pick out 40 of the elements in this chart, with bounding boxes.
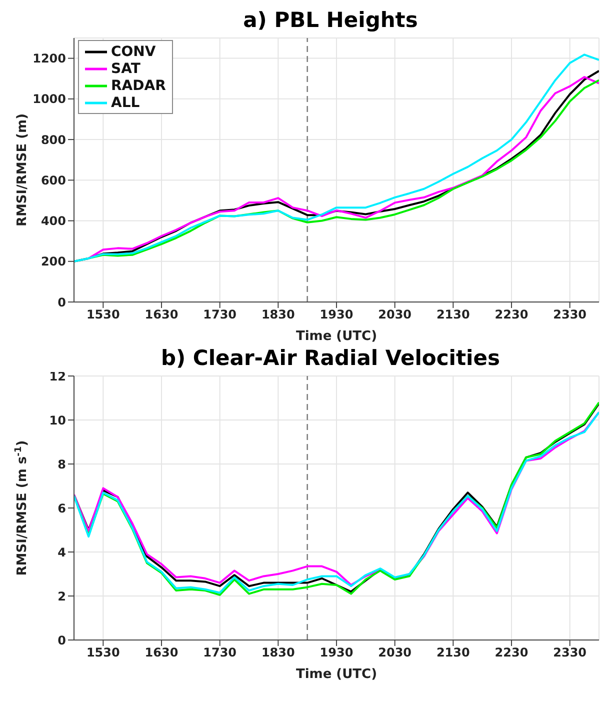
x-tick-label: 1530 <box>86 646 120 660</box>
y-tick-label: 2 <box>58 589 66 604</box>
x-tick-label: 2330 <box>553 646 587 660</box>
x-tick-label: 2230 <box>494 646 528 660</box>
chart-title: a) PBL Heights <box>242 8 419 34</box>
y-tick-label: 800 <box>40 132 66 147</box>
y-tick-label: 0 <box>58 295 66 310</box>
legend-label: ALL <box>111 94 140 110</box>
y-tick-label: 6 <box>58 501 66 516</box>
x-tick-label: 1630 <box>144 308 178 322</box>
y-axis-title: RMSI/RMSE (m) <box>15 113 30 227</box>
x-tick-label: 2230 <box>494 308 528 322</box>
x-tick-label: 1830 <box>261 646 295 660</box>
y-tick-label: 400 <box>40 214 66 228</box>
x-tick-label: 1930 <box>320 646 354 660</box>
y-tick-label: 10 <box>49 413 66 428</box>
y-tick-label: 8 <box>58 457 66 472</box>
legend-label: SAT <box>111 60 140 76</box>
x-tick-label: 1630 <box>144 646 178 660</box>
chart-title: b) Clear-Air Radial Velocities <box>160 346 500 370</box>
x-axis-title: Time (UTC) <box>296 329 378 344</box>
x-axis-title: Time (UTC) <box>296 667 378 682</box>
x-tick-label: 2030 <box>378 646 412 660</box>
y-tick-label: 0 <box>58 633 66 648</box>
x-tick-label: 2030 <box>378 308 412 322</box>
legend-label: RADAR <box>111 78 166 94</box>
x-tick-label: 2330 <box>553 308 587 322</box>
x-tick-label: 1730 <box>203 308 237 322</box>
x-tick-label: 1930 <box>320 308 354 322</box>
y-tick-label: 200 <box>40 254 66 269</box>
x-tick-label: 2130 <box>436 646 470 660</box>
x-tick-label: 1530 <box>86 308 120 322</box>
y-tick-label: 600 <box>40 173 66 188</box>
x-tick-label: 1730 <box>203 646 237 660</box>
x-tick-label: 2130 <box>436 308 470 322</box>
x-tick-label: 1830 <box>261 308 295 322</box>
y-tick-label: 1200 <box>32 52 66 66</box>
legend-label: CONV <box>111 44 156 60</box>
y-tick-label: 4 <box>58 545 66 560</box>
y-tick-label: 1000 <box>32 92 66 106</box>
